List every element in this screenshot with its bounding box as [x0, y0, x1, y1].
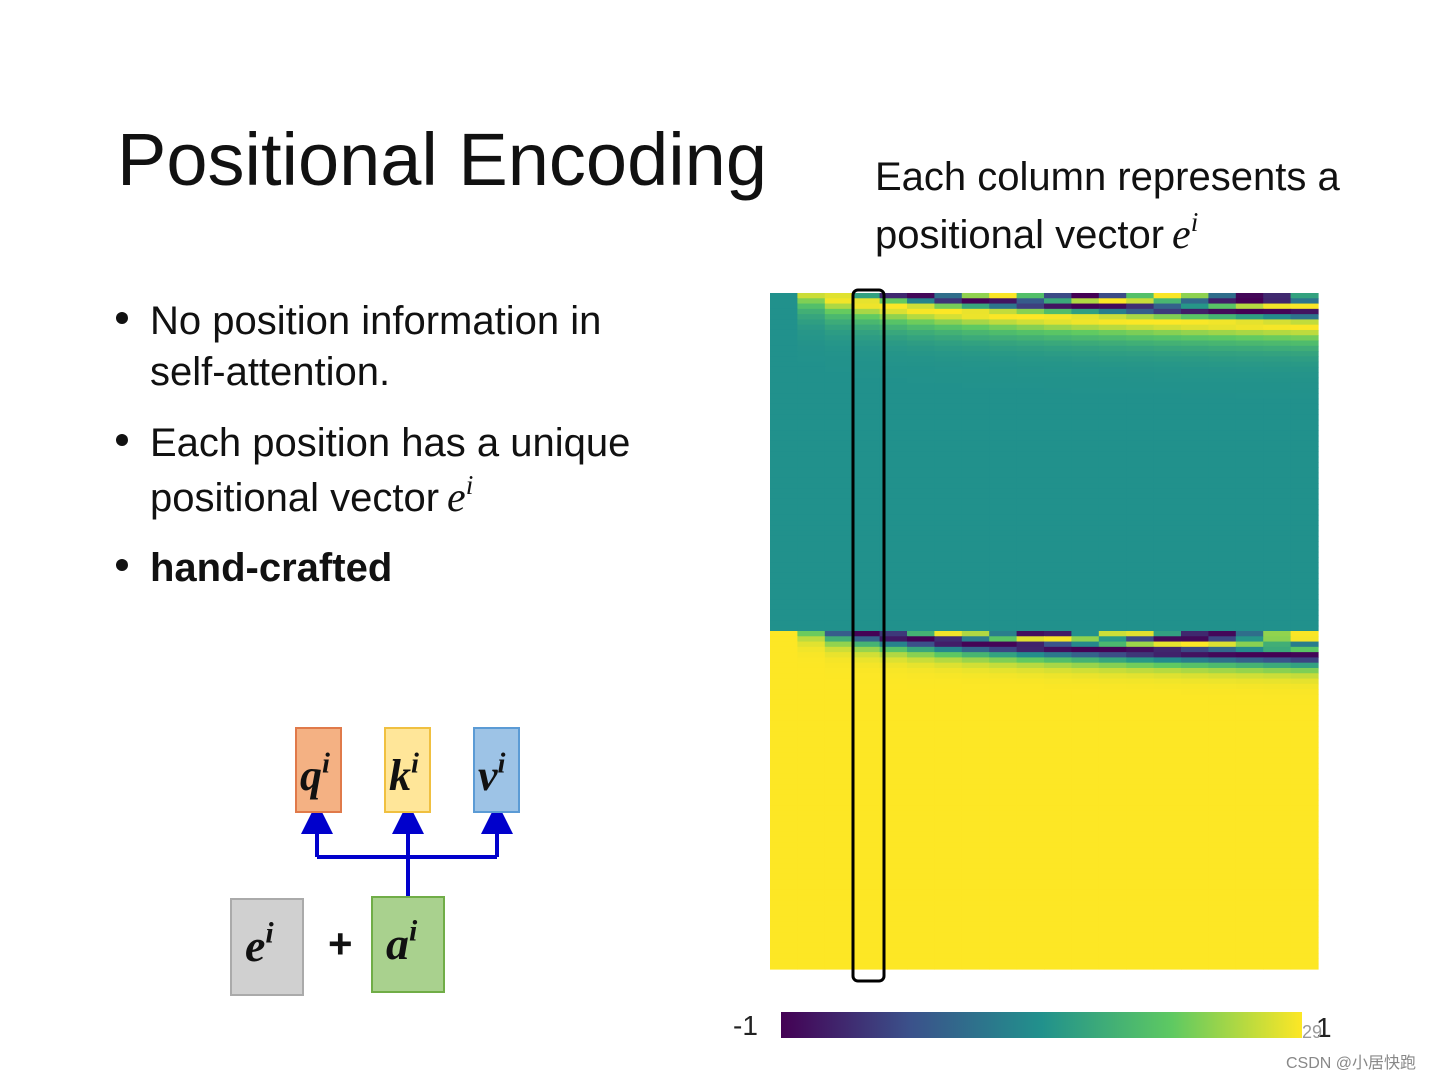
bullet-dot	[116, 312, 128, 324]
input-label: ei	[245, 917, 274, 971]
bullet-dot	[116, 434, 128, 446]
math-sup: i	[409, 915, 418, 948]
math-base: a	[386, 918, 409, 969]
colorbar-max: 1	[1316, 1012, 1332, 1043]
output-label: qi	[300, 748, 330, 800]
math-base: e	[447, 475, 466, 521]
bullet-line: Each position has a unique	[150, 421, 630, 465]
slide-title: Positional Encoding	[117, 118, 767, 201]
math-sup: i	[466, 470, 474, 500]
highlight-column	[851, 288, 886, 983]
caption-line: positional vector ei	[875, 207, 1198, 258]
bullet-line: positional vector ei	[150, 470, 473, 521]
colorbar-min: -1	[733, 1010, 758, 1041]
math-base: v	[478, 751, 498, 800]
caption-text: Each column represents a	[875, 155, 1340, 199]
input-box	[371, 896, 445, 993]
input-box	[230, 898, 304, 996]
bullet-text: No position information in	[150, 299, 601, 343]
math-sup: i	[1191, 207, 1199, 237]
page-number: 29	[1302, 1022, 1322, 1042]
math-base: e	[245, 920, 265, 971]
operator: +	[328, 920, 353, 967]
output-box	[384, 727, 431, 813]
output-label: vi	[478, 748, 506, 800]
heatmap	[770, 293, 1319, 970]
caption-line: Each column represents a	[875, 155, 1340, 199]
colorbar	[781, 1012, 1302, 1038]
math-sup: i	[322, 748, 330, 779]
output-box	[473, 727, 520, 813]
watermark: CSDN @小居快跑	[1286, 1054, 1416, 1072]
bullet-line: hand-crafted	[150, 546, 392, 590]
bullet-text: self-attention.	[150, 350, 390, 394]
bullet-dot	[116, 559, 128, 571]
bullet-text: positional vector	[150, 476, 439, 520]
output-box	[295, 727, 342, 813]
bullet-text: hand-crafted	[150, 546, 392, 590]
connectors	[301, 802, 513, 897]
bullet-line: No position information in	[150, 299, 601, 343]
math-sup: i	[265, 917, 274, 950]
output-label: ki	[389, 748, 419, 800]
math-sup: i	[498, 748, 506, 779]
bullet-text: Each position has a unique	[150, 421, 630, 465]
input-label: ai	[386, 915, 418, 969]
caption-text: positional vector	[875, 213, 1164, 257]
bullet-line: self-attention.	[150, 350, 390, 394]
math-base: k	[389, 751, 411, 800]
math-base: q	[300, 751, 322, 800]
math-sup: i	[411, 748, 419, 779]
math-base: e	[1172, 212, 1191, 258]
